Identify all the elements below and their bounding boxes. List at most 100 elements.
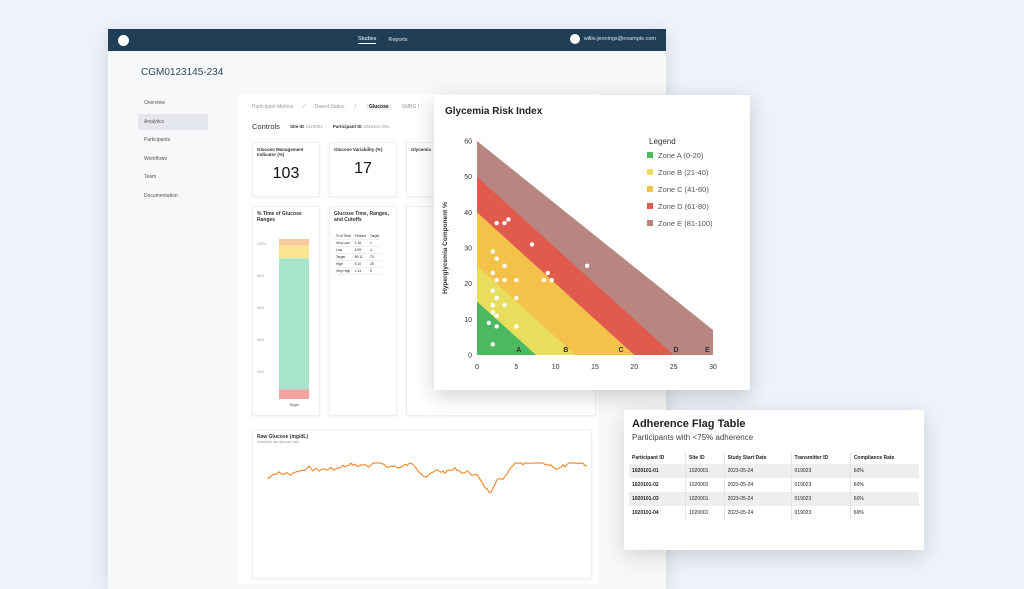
tir-y-tick: 60% [257, 306, 264, 310]
table-row[interactable]: 1020101-03 1020001 2023-05-24 019023 60% [629, 492, 919, 506]
breadcrumb-daved-status[interactable]: Daved Status [315, 104, 345, 110]
metric-value: 103 [257, 165, 315, 183]
time-in-range-panel: % Time of Glucose Ranges 100%80%60%40%20… [252, 206, 320, 416]
scatter-point [514, 296, 518, 300]
x-tick-label: 25 [670, 364, 678, 371]
raw-glucose-line [439, 471, 441, 472]
table-cell: High [334, 261, 353, 268]
scatter-point [502, 278, 506, 282]
table-row[interactable]: 1020101-04 1020001 2023-05-24 019023 60% [629, 506, 919, 520]
raw-glucose-line [429, 473, 431, 474]
logo-icon[interactable] [118, 35, 129, 46]
raw-glucose-line [313, 469, 315, 471]
top-bar: Studies Reports willie.jennings@example.… [108, 29, 666, 51]
scatter-point [494, 324, 498, 328]
y-tick-label: 20 [464, 281, 472, 288]
column-header[interactable]: Participant ID [629, 452, 686, 464]
legend-swatch [647, 203, 653, 209]
raw-glucose-line [441, 471, 443, 472]
column-header[interactable]: Site ID [686, 452, 725, 464]
sidebar-item-team[interactable]: Team [138, 169, 208, 185]
scatter-point [502, 303, 506, 307]
raw-glucose-line [511, 466, 513, 468]
start-date-cell: 2023-05-24 [724, 492, 791, 506]
raw-glucose-line [287, 473, 289, 475]
controls-bar: Controls Site ID 1020001 Participant ID … [252, 122, 390, 131]
table-row[interactable]: 1020101-02 1020001 2023-05-24 019023 60% [629, 478, 919, 492]
raw-glucose-line [331, 467, 333, 470]
participant-id-cell: 1020101-03 [629, 492, 686, 506]
raw-glucose-line [295, 471, 297, 473]
compliance-cell: 60% [850, 478, 919, 492]
y-axis-label: Hyperglycemia Component % [442, 202, 449, 294]
sidebar-item-workflows[interactable]: Workflows [138, 151, 208, 167]
raw-glucose-line [291, 473, 293, 476]
table-row[interactable]: 1020101-01 1020001 2023-05-24 019023 60% [629, 464, 919, 478]
transmitter-id-cell: 019023 [791, 478, 850, 492]
sidebar: Overview Analytics Participants Workflow… [138, 95, 208, 207]
x-tick-label: 0 [475, 364, 479, 371]
raw-glucose-line [309, 466, 311, 469]
raw-glucose-subtitle: Individual raw glucose data [257, 440, 587, 444]
tir-title: % Time of Glucose Ranges [257, 211, 315, 223]
raw-glucose-line [565, 464, 567, 467]
tir-segment [279, 239, 309, 245]
table-cell: 4 [368, 247, 381, 254]
tir-target-label: Target [289, 403, 299, 407]
site-id-cell: 1020001 [686, 478, 725, 492]
scatter-point [491, 310, 495, 314]
raw-glucose-line [371, 463, 373, 465]
y-tick-label: 0 [468, 353, 472, 360]
raw-glucose-line [353, 464, 355, 466]
sidebar-item-overview[interactable]: Overview [138, 95, 208, 111]
scatter-point [502, 221, 506, 225]
transmitter-id-cell: 019023 [791, 464, 850, 478]
site-id-value[interactable]: 1020001 [305, 124, 323, 129]
zone-letter: C [618, 347, 623, 354]
nav-tab-reports[interactable]: Reports [388, 37, 407, 43]
legend-swatch [647, 169, 653, 175]
participant-id-value[interactable]: 1020101-001 [363, 124, 390, 129]
scatter-point [542, 278, 546, 282]
sidebar-item-analytics[interactable]: Analytics [138, 114, 208, 130]
raw-glucose-line [431, 472, 433, 473]
raw-glucose-line [433, 470, 435, 472]
breadcrumb-participant-metrics[interactable]: Participant Metrics [252, 104, 293, 110]
raw-glucose-line [509, 467, 511, 470]
metric-card-gmi: Glucose Management Indicator (%) 103 [252, 142, 320, 197]
breadcrumb-smbg[interactable]: SMBG I [402, 104, 420, 110]
raw-glucose-line [459, 470, 461, 472]
raw-glucose-line [345, 466, 347, 467]
raw-glucose-line [513, 463, 515, 466]
sidebar-item-participants[interactable]: Participants [138, 132, 208, 148]
raw-glucose-line [341, 465, 343, 467]
tir-segment [279, 245, 309, 258]
nav-tab-studies[interactable]: Studies [358, 36, 376, 44]
zone-letter: B [563, 347, 568, 354]
column-header[interactable]: Study Start Date [724, 452, 791, 464]
raw-glucose-line [461, 473, 463, 474]
breadcrumb-glucose[interactable]: Glucose [366, 104, 392, 110]
y-tick-label: 60 [464, 139, 472, 146]
raw-glucose-line [411, 463, 413, 465]
column-header[interactable]: Compliance Rate [850, 452, 919, 464]
transmitter-id-cell: 019023 [791, 492, 850, 506]
raw-glucose-line [403, 464, 405, 466]
metric-label: Glucose Variability (%) [334, 147, 392, 152]
column-header[interactable]: Transmitter ID [791, 452, 850, 464]
x-tick-label: 10 [552, 364, 560, 371]
metric-value: 17 [334, 160, 392, 178]
raw-glucose-line [281, 474, 283, 475]
raw-glucose-line [543, 463, 545, 465]
raw-glucose-line [283, 474, 285, 475]
raw-glucose-line [361, 465, 363, 466]
raw-glucose-line [555, 469, 557, 470]
participant-id-cell: 1020101-01 [629, 464, 686, 478]
raw-glucose-line [575, 463, 577, 464]
sidebar-item-documentation[interactable]: Documentation [138, 188, 208, 204]
raw-glucose-line [305, 468, 307, 470]
user-menu[interactable]: willie.jennings@example.com [570, 34, 656, 44]
y-tick-label: 30 [464, 246, 472, 253]
